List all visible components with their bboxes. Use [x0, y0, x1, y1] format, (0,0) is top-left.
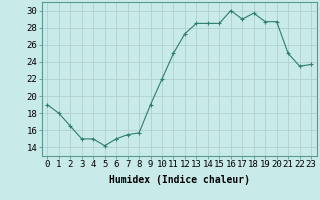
X-axis label: Humidex (Indice chaleur): Humidex (Indice chaleur) [109, 175, 250, 185]
